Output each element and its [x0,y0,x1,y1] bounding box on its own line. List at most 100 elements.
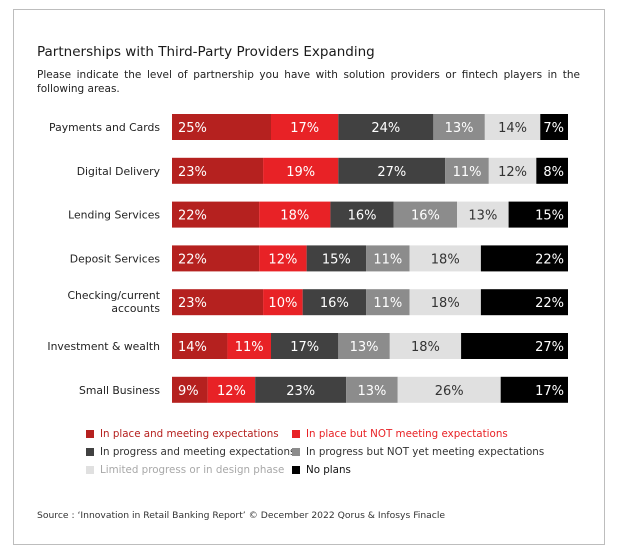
bar-segment [389,333,462,359]
data-label: 22% [535,252,564,267]
bar-segment [540,114,568,140]
bar-segment [484,114,541,140]
legend-label: In place and meeting expectations [100,428,279,440]
data-label: 12% [217,384,246,399]
legend-swatch [86,466,94,474]
bar-segment [271,333,339,359]
bar-segment [445,157,489,184]
bar-segment [330,201,394,228]
data-label: 13% [468,209,497,224]
legend-label: In place but NOT meeting expectations [306,428,508,440]
legend-item: In progress and meeting expectations [86,446,295,458]
data-label: 18% [411,340,440,355]
bar-segment [255,376,347,403]
data-label: 13% [358,384,387,399]
legend-swatch [292,466,300,474]
data-label: 18% [280,209,309,224]
bar-segment [338,333,390,359]
data-label: 11% [235,340,264,355]
data-label: 8% [543,165,564,180]
bar-segment [366,289,410,316]
data-label: 18% [431,252,460,267]
data-label: 22% [178,252,207,267]
data-label: 16% [348,209,377,224]
data-label: 13% [350,340,379,355]
legend-swatch [292,430,300,438]
category-label: Digital Delivery [77,165,161,178]
bar-segment [488,157,537,184]
bar-segment [409,245,481,272]
data-label: 17% [290,340,319,355]
data-label: 11% [453,165,482,180]
data-label: 27% [377,165,406,180]
bar-segment [263,289,303,316]
bar-segment [259,201,331,228]
data-label: 9% [178,384,199,399]
bar-segment [271,114,339,140]
data-label: 25% [178,121,207,136]
bar-segment [172,201,260,228]
bar-segment [461,333,568,359]
legend-item: In place and meeting expectations [86,428,279,440]
legend-item: In progress but NOT yet meeting expectat… [292,446,544,458]
bar-segment [480,289,568,316]
data-label: 16% [320,296,349,311]
chart-title: Partnerships with Third-Party Providers … [37,44,375,60]
data-label: 11% [373,252,402,267]
data-label: 22% [178,209,207,224]
data-label: 23% [178,296,207,311]
data-label: 7% [543,121,564,136]
bar-segment [259,245,307,272]
bar-segment [172,245,260,272]
chart-subtitle: Please indicate the level of partnership… [37,69,580,95]
legend-swatch [86,430,94,438]
category-label: Deposit Services [70,252,161,265]
bar-segment [172,289,264,316]
data-label: 15% [535,209,564,224]
bar-segment [508,201,568,228]
bar-segment [480,245,568,272]
legend-swatch [292,448,300,456]
legend-item: No plans [292,464,351,476]
legend-label: No plans [306,464,351,476]
bar-segment [366,245,410,272]
data-label: 12% [498,165,527,180]
category-label: Small Business [79,384,160,397]
bar-segment [207,376,256,403]
legend-label: In progress but NOT yet meeting expectat… [306,446,545,458]
data-label: 15% [322,252,351,267]
bar-segment [172,157,264,184]
bar-segment [306,245,367,272]
bar-segment [457,201,509,228]
bar-segment [172,333,228,359]
bar-segment [227,333,271,359]
category-label: Payments and Cards [49,121,160,134]
source-note: Source : ‘Innovation in Retail Banking R… [37,510,446,521]
bar-segment [433,114,485,140]
bar-segment [536,157,568,184]
data-label: 27% [535,340,564,355]
data-label: 17% [535,384,564,399]
data-label: 12% [268,252,297,267]
data-label: 16% [411,209,440,224]
bar-segment [500,376,568,403]
legend-item: Limited progress or in design phase [86,464,284,476]
legend-swatch [86,448,94,456]
data-label: 24% [371,121,400,136]
data-label: 17% [290,121,319,136]
bar-segment [409,289,481,316]
data-label: 23% [286,384,315,399]
bar-segment [172,376,208,403]
category-label: Lending Services [68,209,160,222]
category-label: Investment & wealth [47,340,160,353]
bar-segment [302,289,367,316]
data-label: 18% [431,296,460,311]
data-label: 10% [268,296,297,311]
bar-segment [393,201,458,228]
chart-frame [13,9,605,545]
category-label: Checking/current accounts [68,289,161,315]
bar-segment [346,376,398,403]
data-label: 11% [373,296,402,311]
legend-label: In progress and meeting expectations [100,446,296,458]
